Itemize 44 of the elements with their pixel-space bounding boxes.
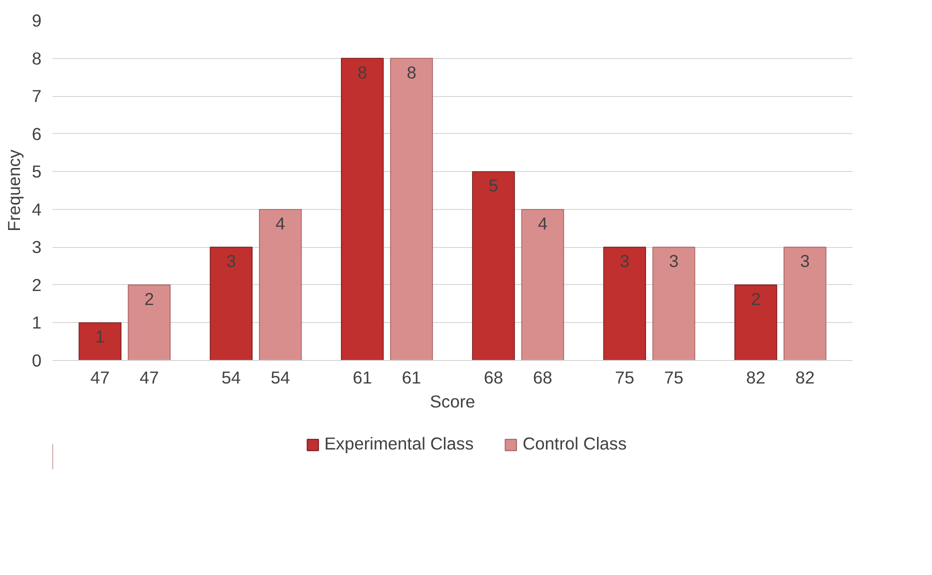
- x-tick-label: 47: [90, 368, 110, 388]
- x-tick-label: 68: [484, 368, 504, 388]
- y-axis-title: Frequency: [4, 149, 24, 232]
- x-tick-label: 75: [614, 368, 634, 388]
- data-label: 4: [276, 213, 286, 234]
- data-label: 4: [538, 213, 548, 234]
- bar: [78, 322, 122, 360]
- bar: [521, 208, 564, 360]
- y-tick-label: 2: [32, 274, 42, 295]
- y-tick-label: 4: [32, 199, 42, 220]
- bar: [340, 58, 384, 360]
- bar: [472, 171, 515, 360]
- bar: [210, 246, 253, 360]
- y-tick-label: 6: [32, 124, 42, 144]
- x-axis-title: Score: [430, 392, 476, 412]
- data-label: 8: [358, 62, 368, 82]
- x-tick-label: 54: [222, 368, 242, 388]
- y-tick-label: 3: [32, 237, 42, 258]
- bar: [258, 208, 302, 360]
- data-label: 3: [668, 251, 679, 272]
- bar: [784, 246, 826, 360]
- bar: [128, 284, 171, 360]
- data-label: 3: [620, 251, 630, 272]
- data-label: 3: [226, 251, 236, 272]
- data-label: 1: [95, 326, 105, 347]
- y-tick-label: 1: [32, 312, 42, 333]
- y-tick-label: 7: [32, 86, 42, 106]
- legend-label: Experimental Class: [324, 434, 474, 454]
- y-tick-label: 9: [32, 10, 42, 30]
- y-tick-label: 8: [32, 48, 42, 68]
- x-tick-label: 82: [746, 368, 766, 388]
- bar: [652, 246, 696, 360]
- x-tick-label: 61: [352, 368, 372, 388]
- data-label: 2: [144, 288, 154, 309]
- data-label: 3: [800, 251, 810, 272]
- bar: [603, 246, 646, 360]
- y-tick-label: 0: [32, 350, 42, 370]
- data-label: 5: [488, 176, 498, 196]
- y-tick-label: 5: [32, 162, 42, 182]
- legend-label: Control Class: [522, 434, 627, 454]
- bar: [734, 284, 778, 360]
- bar: [390, 58, 433, 360]
- data-label: 8: [406, 62, 416, 82]
- data-label: 2: [750, 288, 761, 309]
